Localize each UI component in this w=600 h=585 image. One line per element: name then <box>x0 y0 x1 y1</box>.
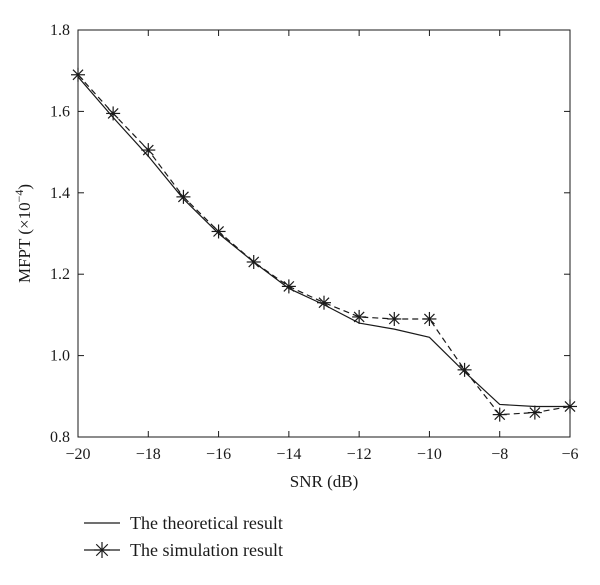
simulation-data-point <box>176 189 191 204</box>
simulation-data-point <box>563 399 577 414</box>
x-tick-label: −18 <box>136 446 161 463</box>
y-axis-title-exponent: −4 <box>12 190 26 203</box>
simulation-data-point <box>281 279 296 294</box>
series-0 <box>77 76 570 408</box>
marker-stroke <box>459 364 471 376</box>
simulation-data-point <box>141 143 156 158</box>
simulation-data-point <box>492 407 507 422</box>
y-tick-label: 1.0 <box>50 348 70 365</box>
simulation-data-point <box>211 224 226 239</box>
y-axis-title-close: ) <box>15 184 34 190</box>
series-1 <box>71 67 577 422</box>
x-tick-label: −10 <box>417 446 442 463</box>
x-tick-label: −8 <box>491 446 508 463</box>
marker-stroke <box>388 313 400 325</box>
simulation-data-point <box>246 254 261 269</box>
y-axis-title-main: MFPT (×10 <box>15 202 34 283</box>
y-axis-title: MFPT (×10−4) <box>12 184 34 283</box>
marker-stroke <box>423 313 435 325</box>
legend-item: The simulation result <box>84 540 283 560</box>
x-axis-title: SNR (dB) <box>290 472 358 491</box>
legend: The theoretical result The simulation res… <box>84 513 283 560</box>
marker-stroke <box>213 226 225 237</box>
marker-stroke <box>529 407 541 419</box>
simulation-data-point <box>422 311 437 326</box>
plot-frame <box>77 29 571 438</box>
simulation-data-point <box>317 295 331 310</box>
x-tick-label: −6 <box>561 446 578 463</box>
y-tick-label: 1.4 <box>50 185 70 202</box>
marker-stroke <box>494 409 506 421</box>
simulation-data-point <box>387 311 402 326</box>
x-tick-label: −16 <box>206 446 231 463</box>
y-tick-label: 0.8 <box>50 429 70 446</box>
simulation-data-point <box>71 67 85 82</box>
y-tick-label: 1.2 <box>50 266 70 283</box>
simulation-data-point <box>457 362 472 377</box>
x-tick-label: −12 <box>347 446 372 463</box>
legend-marker-asterisk <box>94 542 110 558</box>
x-tick-label: −14 <box>276 446 301 463</box>
simulation-series-line <box>77 74 571 416</box>
marker-stroke <box>318 297 330 309</box>
marker-stroke <box>95 543 109 557</box>
marker-stroke <box>564 401 576 412</box>
y-tick-label: 1.6 <box>50 103 70 120</box>
marker-stroke <box>177 191 189 203</box>
marker-stroke <box>142 144 154 156</box>
theoretical-series-line <box>77 76 570 408</box>
marker-stroke <box>72 69 84 81</box>
x-tick-label: −20 <box>65 446 90 463</box>
simulation-data-point <box>352 309 367 324</box>
legend-label: The simulation result <box>130 540 283 560</box>
marker-stroke <box>353 311 365 323</box>
marker-stroke <box>107 107 119 119</box>
legend-item: The theoretical result <box>84 513 283 533</box>
simulation-data-point <box>527 405 542 420</box>
y-tick-label: 1.8 <box>50 22 70 39</box>
marker-stroke <box>283 280 295 292</box>
simulation-data-point <box>106 106 121 121</box>
marker-stroke <box>248 256 260 268</box>
legend-label: The theoretical result <box>130 513 283 533</box>
